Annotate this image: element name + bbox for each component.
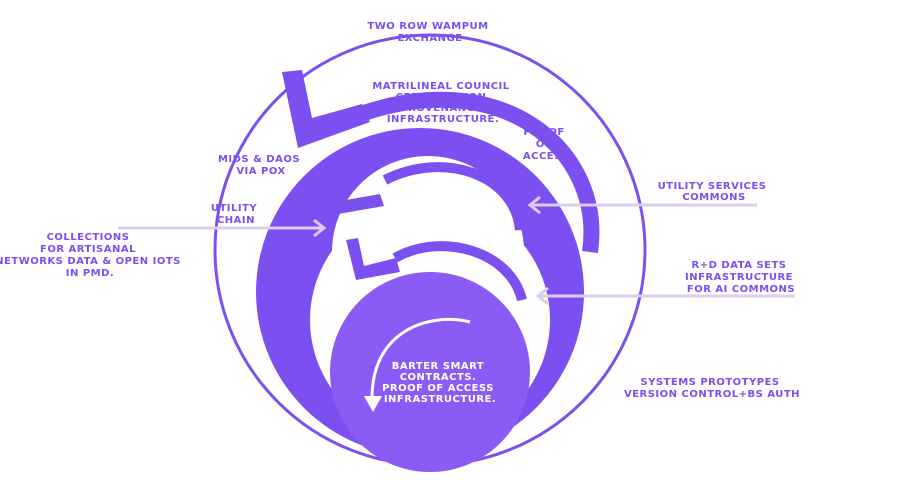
systems-prototypes-line: SYSTEMS PROTOTYPES bbox=[640, 377, 779, 388]
utility-services-line: COMMONS bbox=[682, 192, 745, 203]
two-row-wampum-line: EXCHANGE bbox=[397, 33, 462, 44]
proof-of-access-line: ACCESS bbox=[523, 151, 569, 162]
barter-line: CONTRACTS. bbox=[400, 372, 477, 383]
systems-prototypes-line: VERSION CONTROL+BS AUTH bbox=[624, 389, 800, 400]
rd-data-sets-line: INFRASTRUCTURE bbox=[685, 272, 793, 283]
mids-daos-line: MIDS & DAOS bbox=[218, 154, 300, 165]
barter-label: BARTER SMART CONTRACTS. PROOF OF ACCESS … bbox=[382, 361, 498, 405]
rd-data-sets-line: R+D DATA SETS bbox=[692, 260, 787, 271]
utility-services-label: UTILITY SERVICES COMMONS bbox=[658, 181, 771, 203]
barter-line: INFRASTRUCTURE. bbox=[384, 394, 496, 405]
collections-line: FOR ARTISANAL bbox=[40, 244, 136, 255]
collections-line: IN PMD. bbox=[66, 268, 114, 279]
collections-label: COLLECTIONS FOR ARTISANAL NETWORKS DATA … bbox=[0, 232, 185, 279]
two-row-wampum-line: TWO ROW WAMPUM bbox=[367, 21, 488, 32]
middle-arrowhead bbox=[328, 170, 384, 214]
matrilineal-line: INFRASTRUCTURE. bbox=[387, 114, 499, 125]
rd-data-sets-label: R+D DATA SETS INFRASTRUCTURE FOR AI COMM… bbox=[685, 260, 797, 295]
proof-of-access-line: PROOF bbox=[523, 127, 564, 138]
matrilineal-label: MATRILINEAL COUNCIL CERTIFICATION PROVEN… bbox=[372, 81, 513, 125]
third-curved-arrow bbox=[392, 241, 527, 302]
mids-daos-label: MIDS & DAOS VIA POX bbox=[218, 154, 304, 177]
two-row-wampum-label: TWO ROW WAMPUM EXCHANGE bbox=[367, 21, 492, 44]
collections-line: NETWORKS DATA & OPEN IOTS bbox=[0, 256, 181, 267]
systems-prototypes-label: SYSTEMS PROTOTYPES VERSION CONTROL+BS AU… bbox=[624, 377, 800, 400]
utility-chain-line: UTILITY bbox=[211, 203, 258, 214]
utility-services-line: UTILITY SERVICES bbox=[658, 181, 767, 192]
barter-line: PROOF OF ACCESS bbox=[382, 383, 494, 394]
utility-services-pointer-head bbox=[527, 195, 541, 215]
middle-curved-arrow bbox=[382, 162, 525, 231]
matrilineal-line: CERTIFICATION bbox=[396, 92, 487, 103]
collections-pointer-head bbox=[313, 218, 327, 238]
outer-curved-arrow bbox=[347, 91, 600, 254]
proof-of-access-line: OF bbox=[536, 139, 552, 150]
rd-pointer-head bbox=[535, 286, 549, 306]
utility-chain-line: CHAIN bbox=[217, 215, 255, 226]
matrilineal-line: PROVENANCE bbox=[400, 103, 481, 114]
rd-data-sets-line: FOR AI COMMONS bbox=[687, 284, 795, 295]
mids-daos-line: VIA POX bbox=[236, 166, 285, 177]
third-arrowhead bbox=[346, 238, 400, 280]
utility-chain-label: UTILITY CHAIN bbox=[211, 203, 261, 226]
innermost-disc bbox=[330, 272, 530, 472]
innermost-curved-arrow bbox=[370, 317, 471, 399]
matrilineal-line: MATRILINEAL COUNCIL bbox=[372, 81, 509, 92]
collections-line: COLLECTIONS bbox=[47, 232, 130, 243]
barter-line: BARTER SMART bbox=[392, 361, 484, 372]
innermost-arrowhead bbox=[364, 396, 382, 412]
proof-of-access-label: PROOF OF ACCESS bbox=[523, 127, 569, 162]
outer-arrowhead bbox=[282, 70, 370, 148]
